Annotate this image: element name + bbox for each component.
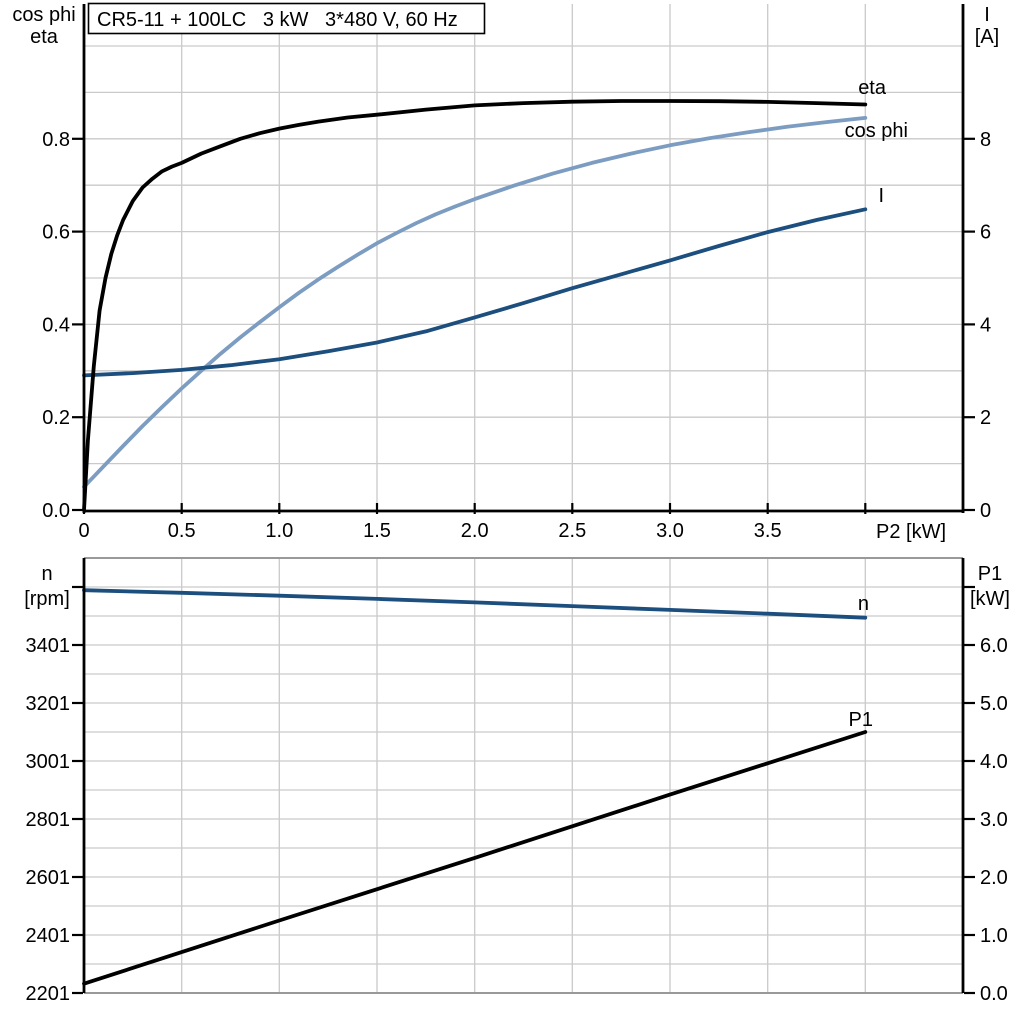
current-curve-label: I (878, 185, 884, 207)
x-tick-label: 1.0 (265, 520, 293, 542)
cos-phi-curve-label: cos phi (845, 120, 908, 142)
motor-performance-chart-page: 00.51.01.52.02.53.03.50.00.20.40.60.8024… (0, 0, 1024, 1024)
left-axis-title-cos-phi: cos phi (12, 4, 75, 26)
left-axis-title-speed-unit: [rpm] (24, 588, 70, 610)
y-right-tick-label: 4.0 (980, 751, 1008, 773)
bottom-grid (84, 558, 963, 993)
left-axis-title-speed: n (41, 563, 52, 585)
y-left-tick-label: 3001 (26, 751, 71, 773)
y-left-tick-label: 2601 (26, 867, 71, 889)
chart-title: CR5-11 + 100LC 3 kW 3*480 V, 60 Hz (97, 9, 458, 31)
eta-curve-label: eta (858, 77, 887, 99)
x-tick-label: 0 (78, 520, 89, 542)
top-axes (72, 4, 975, 514)
right-axis-title-current: I (984, 4, 990, 26)
performance-chart: 00.51.01.52.02.53.03.50.00.20.40.60.8024… (0, 0, 1024, 1024)
y-left-tick-label: 0.0 (42, 500, 70, 522)
y-left-tick-label: 0.4 (42, 314, 70, 336)
y-left-tick-label: 2401 (26, 925, 71, 947)
p1-curve-label: P1 (849, 709, 873, 731)
y-left-tick-label: 2801 (26, 809, 71, 831)
y-left-tick-label: 2201 (26, 983, 71, 1005)
x-tick-label: 3.5 (754, 520, 782, 542)
bottom-tick-labels: 2201 2401 2601 2801 3001 3201 3401 0.0 1.0 2.0 3.0… (26, 635, 1008, 1005)
y-left-tick-label: 0.6 (42, 222, 70, 244)
x-tick-label: 2.5 (558, 520, 586, 542)
top-chart: 0 0.5 1.0 1.5 2.0 2.5 3.0 3.5 0.0 0.2 0.4 0.6 0.8 0 2 4… (12, 4, 999, 544)
y-left-tick-label: 3401 (26, 635, 71, 657)
y-right-tick-label: 6 (980, 222, 991, 244)
y-right-tick-label: 0.0 (980, 983, 1008, 1005)
y-left-tick-label: 3201 (26, 693, 71, 715)
top-tick-labels: 0 0.5 1.0 1.5 2.0 2.5 3.0 3.5 0.0 0.2 0.4 0.6 0.8 0 2 4… (42, 129, 991, 542)
bottom-chart: 2201 2401 2601 2801 3001 3201 3401 0.0 1.0 2.0 3.0… (24, 558, 1010, 1005)
y-right-tick-label: 6.0 (980, 635, 1008, 657)
left-axis-title-eta: eta (30, 26, 59, 48)
y-left-tick-label: 0.2 (42, 407, 70, 429)
x-tick-label: 3.0 (656, 520, 684, 542)
x-axis-title-p2: P2 [kW] (876, 521, 946, 543)
y-right-tick-label: 8 (980, 129, 991, 151)
x-tick-label: 1.5 (363, 520, 391, 542)
y-right-tick-label: 0 (980, 500, 991, 522)
y-right-tick-label: 3.0 (980, 809, 1008, 831)
y-right-tick-label: 2.0 (980, 867, 1008, 889)
x-tick-label: 0.5 (168, 520, 196, 542)
right-axis-title-p1-unit: [kW] (970, 588, 1010, 610)
y-right-tick-label: 4 (980, 314, 991, 336)
right-axis-title-p1: P1 (978, 563, 1002, 585)
y-right-tick-label: 2 (980, 407, 991, 429)
right-axis-title-current-unit: [A] (975, 26, 999, 48)
speed-curve-label: n (858, 593, 869, 615)
y-left-tick-label: 0.8 (42, 129, 70, 151)
bottom-axes (72, 558, 975, 993)
y-right-tick-label: 5.0 (980, 693, 1008, 715)
top-grid (84, 4, 963, 510)
y-right-tick-label: 1.0 (980, 925, 1008, 947)
x-tick-label: 2.0 (461, 520, 489, 542)
